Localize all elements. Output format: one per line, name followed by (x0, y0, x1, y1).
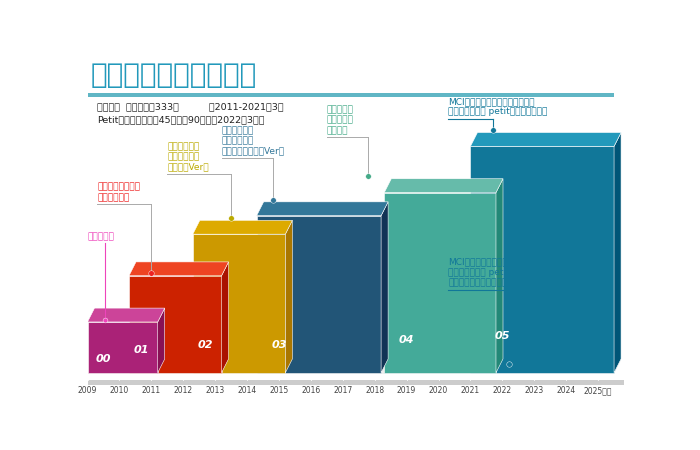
Polygon shape (88, 380, 624, 385)
Text: 軽度認知症の人と
家族向け教室: 軽度認知症の人と 家族向け教室 (97, 182, 140, 202)
Text: 2017: 2017 (333, 386, 352, 395)
Text: 03: 03 (271, 340, 287, 350)
Text: 2022: 2022 (493, 386, 512, 395)
Text: 2011: 2011 (142, 386, 161, 395)
Text: 02: 02 (198, 340, 214, 350)
Polygon shape (384, 179, 503, 193)
Text: MCI・軽度～中等度認知症の人と
家族向け教室： petit笑店
（レクリエーション系）: MCI・軽度～中等度認知症の人と 家族向け教室： petit笑店 （レクリエーシ… (448, 257, 535, 287)
Text: MCI・軽度～中等度認知症の人と
家族向け教室： petit茶論（学び系）: MCI・軽度～中等度認知症の人と 家族向け教室： petit茶論（学び系） (448, 97, 547, 117)
Text: 2015: 2015 (270, 386, 288, 395)
Text: もの忘れ教室のあゆみ: もの忘れ教室のあゆみ (91, 61, 257, 89)
Text: 2016: 2016 (301, 386, 321, 395)
Polygon shape (381, 202, 388, 373)
Text: 2020: 2020 (429, 386, 448, 395)
Text: 2024: 2024 (556, 386, 576, 395)
Text: 認知症の人の
家族向け教室
（無作為割付試験Ver）: 認知症の人の 家族向け教室 （無作為割付試験Ver） (221, 126, 285, 156)
Text: プログラム
企画・運営
人材育成: プログラム 企画・運営 人材育成 (327, 105, 354, 135)
Text: 2009: 2009 (78, 386, 97, 395)
Polygon shape (286, 220, 293, 373)
Text: 2014: 2014 (237, 386, 257, 395)
Polygon shape (193, 220, 293, 234)
Polygon shape (470, 146, 614, 373)
Text: 2025・・: 2025・・ (584, 386, 612, 395)
Polygon shape (88, 93, 614, 97)
Text: ニーズ調査: ニーズ調査 (88, 232, 114, 241)
Polygon shape (496, 179, 503, 373)
Text: 04: 04 (399, 335, 414, 346)
Polygon shape (193, 234, 286, 373)
Text: 2021: 2021 (461, 386, 480, 395)
Polygon shape (470, 133, 621, 146)
Text: 家族教室  修了者数：333名          （2011-2021．3）: 家族教室 修了者数：333名 （2011-2021．3） (97, 103, 284, 112)
Text: 2023: 2023 (524, 386, 544, 395)
Text: 2018: 2018 (365, 386, 384, 395)
Text: 2012: 2012 (174, 386, 192, 395)
Polygon shape (88, 308, 164, 322)
Polygon shape (257, 216, 381, 373)
Polygon shape (88, 360, 621, 374)
Text: 認知症の人の
家族向け教室
（試行的Ver）: 認知症の人の 家族向け教室 （試行的Ver） (167, 142, 209, 172)
Text: 01: 01 (134, 345, 150, 355)
Polygon shape (129, 276, 221, 373)
Text: 2013: 2013 (206, 386, 225, 395)
Text: Petit茶論修了者数：45ペア（90名），2022．3現在: Petit茶論修了者数：45ペア（90名），2022．3現在 (97, 115, 265, 124)
Polygon shape (88, 322, 158, 373)
Text: 00: 00 (96, 354, 111, 364)
Polygon shape (384, 193, 496, 373)
Polygon shape (158, 308, 164, 373)
Polygon shape (614, 133, 621, 373)
Polygon shape (129, 262, 229, 276)
Text: 2019: 2019 (397, 386, 416, 395)
Text: 2010: 2010 (110, 386, 129, 395)
Polygon shape (221, 262, 229, 373)
Text: 05: 05 (495, 331, 510, 341)
Polygon shape (257, 202, 388, 216)
